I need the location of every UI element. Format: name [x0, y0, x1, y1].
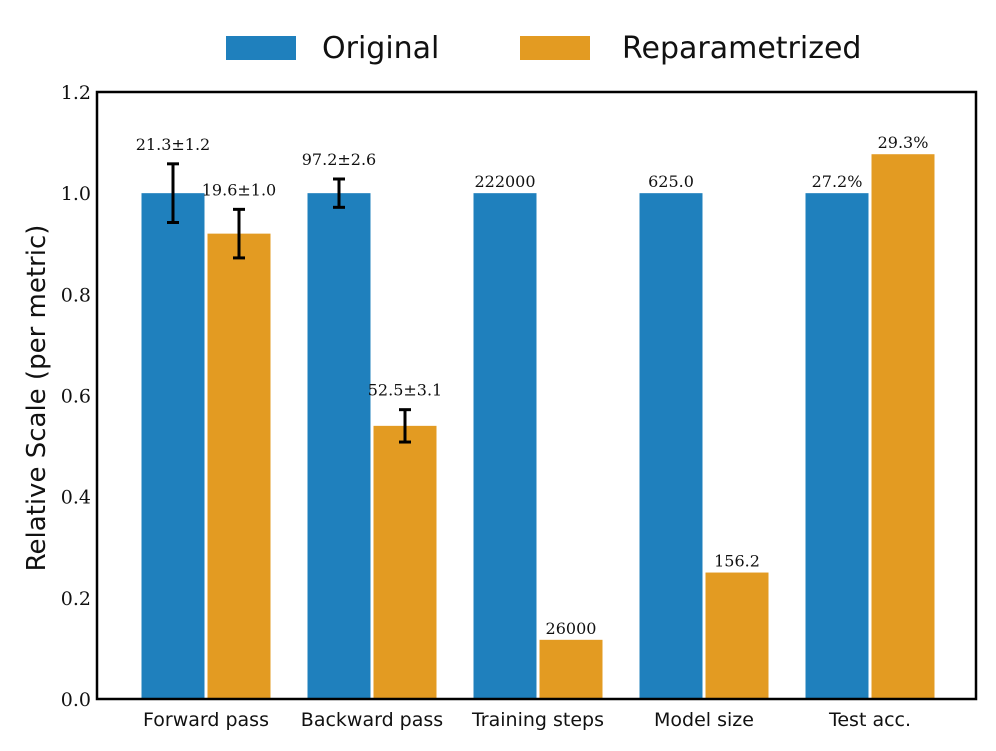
y-tick-label: 0.0 — [61, 689, 91, 711]
y-tick-label: 0.4 — [61, 487, 91, 509]
legend-swatch-reparametrized — [520, 36, 590, 60]
legend: Original Reparametrized — [226, 31, 861, 66]
data-label: 625.0 — [648, 172, 694, 191]
y-tick-label: 1.0 — [61, 183, 91, 205]
bar — [207, 233, 271, 699]
data-label: 26000 — [546, 619, 597, 638]
y-tick-label: 0.8 — [61, 284, 91, 306]
x-tick-label: Forward pass — [143, 709, 269, 731]
x-tick-label: Backward pass — [301, 709, 443, 731]
legend-label-reparametrized: Reparametrized — [622, 31, 861, 66]
bar — [639, 193, 703, 699]
plot-frame — [95, 90, 978, 701]
x-tick-label: Test acc. — [828, 709, 911, 731]
y-tick-label: 1.2 — [61, 82, 91, 104]
data-label: 52.5±3.1 — [368, 381, 442, 400]
data-label: 222000 — [474, 172, 535, 191]
plot-marks: 0.0 0.2 0.4 0.6 0.8 1.0 1.2 Forward pass Backwar… — [61, 82, 935, 731]
legend-swatch-original — [226, 36, 296, 60]
bar — [871, 154, 935, 699]
legend-label-original: Original — [322, 31, 439, 66]
x-tick-label: Training steps — [471, 709, 604, 731]
bar — [307, 193, 371, 699]
bar — [141, 193, 205, 699]
bar — [805, 193, 869, 699]
y-tick-label: 0.2 — [61, 588, 91, 610]
bar — [473, 193, 537, 699]
data-label: 19.6±1.0 — [202, 180, 276, 199]
bar — [539, 639, 603, 699]
data-label: 29.3% — [878, 133, 929, 152]
bar — [373, 425, 437, 699]
data-label: 27.2% — [812, 172, 863, 191]
y-axis-label: Relative Scale (per metric) — [22, 225, 52, 572]
data-label: 97.2±2.6 — [302, 150, 376, 169]
y-tick-label: 0.6 — [61, 386, 91, 408]
data-label: 21.3±1.2 — [136, 135, 210, 154]
x-tick-label: Model size — [654, 709, 754, 731]
data-label: 156.2 — [714, 552, 760, 571]
bar — [705, 572, 769, 699]
